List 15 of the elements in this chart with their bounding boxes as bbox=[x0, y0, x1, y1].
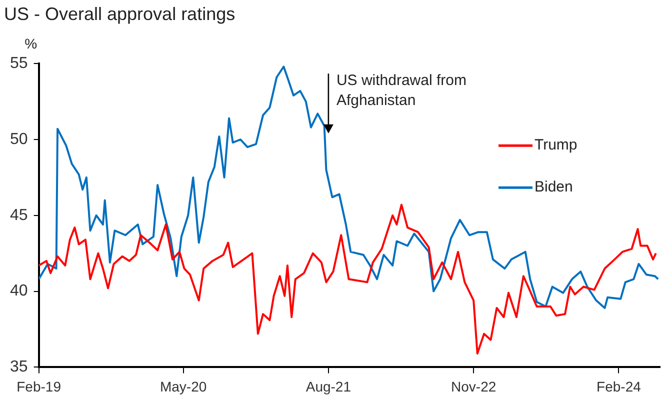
legend-label: Trump bbox=[534, 136, 578, 154]
x-tick-label: Aug-21 bbox=[306, 378, 352, 394]
y-axis-title: % bbox=[24, 35, 38, 52]
chart-title: US - Overall approval ratings bbox=[4, 4, 236, 24]
x-tick-label: Nov-22 bbox=[451, 378, 496, 394]
x-tick-label: Feb-24 bbox=[596, 378, 642, 394]
y-tick-label: 40 bbox=[10, 282, 28, 300]
y-tick-label: 45 bbox=[10, 206, 28, 224]
annotation: US withdrawal from Afghanistan bbox=[336, 72, 466, 110]
x-tick-label: May-20 bbox=[160, 378, 207, 394]
y-tick-label: 50 bbox=[10, 130, 28, 148]
y-tick-label: 55 bbox=[10, 55, 28, 72]
x-tick-label: Feb-19 bbox=[16, 378, 62, 394]
legend-label: Biden bbox=[534, 178, 573, 196]
y-tick-label: 35 bbox=[10, 358, 28, 376]
